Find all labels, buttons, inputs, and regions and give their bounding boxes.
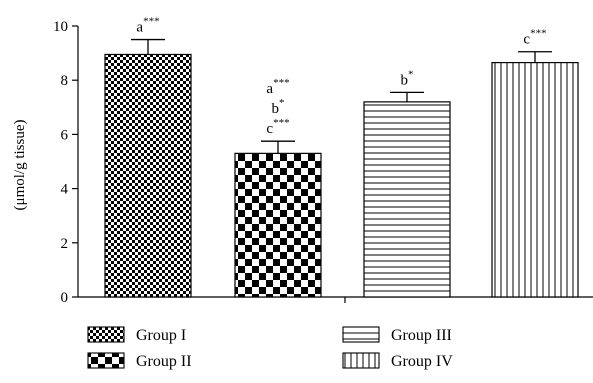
- y-tick-label: 10: [53, 19, 68, 35]
- error-bars: [131, 38, 552, 154]
- y-axis-label: (μmol/g tissue): [12, 120, 28, 211]
- legend-swatch: [342, 326, 380, 343]
- legend-swatch: [87, 326, 125, 343]
- significance-label: a***: [266, 77, 289, 97]
- y-tick-label: 4: [61, 182, 69, 198]
- legend-label: Group III: [391, 327, 452, 344]
- significance-label: a***: [136, 16, 159, 36]
- bar-group-i: [104, 53, 192, 298]
- legend-swatch: [87, 352, 125, 369]
- legend: Group I Group II Group III Group IV: [87, 326, 453, 370]
- bar-group-iv: [491, 61, 579, 298]
- significance-label: b*: [401, 68, 414, 88]
- bar-group-iii: [363, 101, 451, 298]
- legend-label: Group I: [136, 327, 186, 344]
- bar-group-ii: [234, 152, 322, 298]
- legend-label: Group IV: [391, 353, 453, 370]
- significance-label: c***: [266, 117, 289, 137]
- legend-label: Group II: [136, 353, 192, 370]
- significance-label: c***: [523, 28, 546, 48]
- legend-swatch: [342, 352, 380, 369]
- y-tick-label: 0: [61, 290, 69, 306]
- y-tick-label: 8: [61, 73, 69, 89]
- significance-labels: a***a***b*c***b*c***: [136, 16, 546, 138]
- y-tick-label: 2: [61, 236, 69, 252]
- significance-label: b*: [272, 97, 285, 117]
- bars: [104, 53, 579, 298]
- y-tick-label: 6: [61, 127, 69, 143]
